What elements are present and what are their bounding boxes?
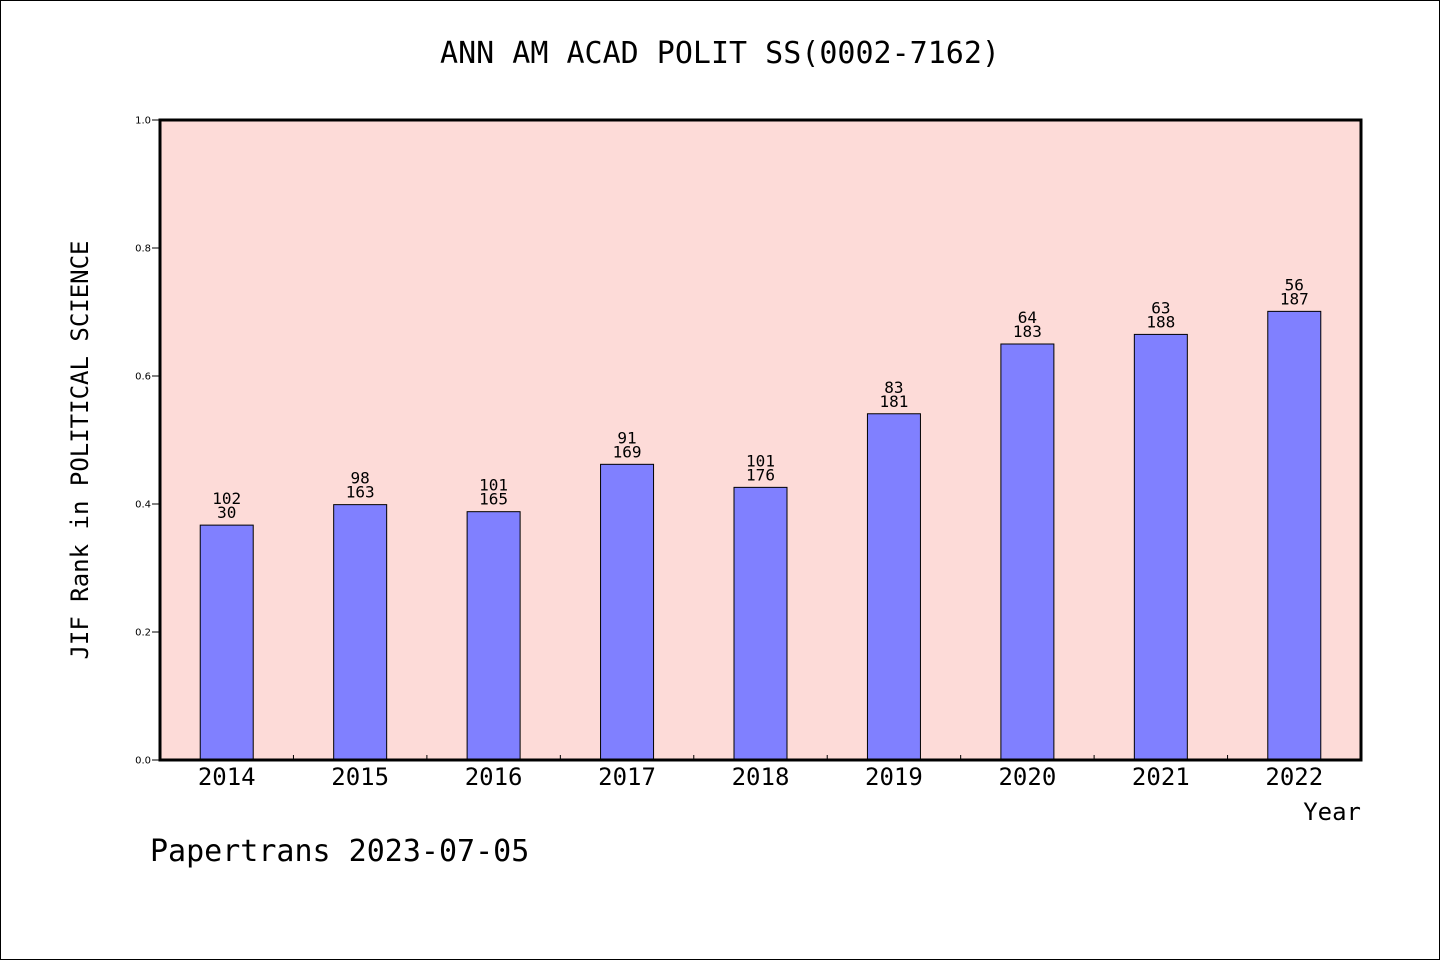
bar-rank-label: 56 [1285,275,1304,294]
bar-total-label: 181 [879,392,908,411]
y-tick-label: 0.6 [135,372,151,383]
bar-2019 [866,413,921,761]
bar-rank-label: 101 [746,451,775,470]
bar-rank-label: 101 [479,476,508,495]
bar-total-label: 30 [217,503,236,522]
x-tick-label: 2017 [598,763,656,791]
bar-2018 [733,486,788,761]
bar-rank-label: 98 [351,469,370,488]
y-axis-label: JIF Rank in POLITICAL SCIENCE [66,240,94,659]
y-tick-label: 0.8 [135,244,151,255]
chart-title: ANN AM ACAD POLIT SS(0002-7162) [440,36,1000,71]
bar-2020 [1000,343,1055,761]
x-tick-label: 2016 [465,763,523,791]
y-tick-label: 1.0 [135,116,151,127]
y-tick-label: 0.4 [135,500,151,511]
x-tick-label: 2020 [998,763,1056,791]
bar-rank-label: 63 [1151,298,1170,317]
bar-total-label: 183 [1013,322,1042,341]
y-tick-label: 0.0 [135,756,151,767]
bar-2021 [1133,333,1188,761]
bar-total-label: 169 [613,442,642,461]
footer-text: Papertrans 2023-07-05 [150,834,530,869]
x-axis-label: Year [1303,798,1361,826]
bar-rank-label: 102 [212,489,241,508]
bar-rank-label: 83 [884,378,903,397]
bar-2017 [600,463,655,761]
bar-2022 [1267,310,1322,761]
x-tick-label: 2019 [865,763,923,791]
bar-rank-label: 64 [1018,308,1037,327]
bar-2016 [466,511,521,761]
x-tick-label: 2014 [198,763,256,791]
bar-2015 [333,504,388,761]
bar-total-label: 165 [479,490,508,509]
x-tick-label: 2015 [331,763,389,791]
bar-2014 [199,524,254,761]
plot-border [158,118,1363,762]
x-tick-label: 2021 [1132,763,1190,791]
bar-total-label: 188 [1146,312,1175,331]
bar-total-label: 176 [746,465,775,484]
x-tick-label: 2018 [732,763,790,791]
bar-total-label: 187 [1280,289,1309,308]
bar-total-label: 163 [346,483,375,502]
y-tick-label: 0.2 [135,628,151,639]
x-tick-label: 2022 [1265,763,1323,791]
bar-rank-label: 91 [617,428,636,447]
